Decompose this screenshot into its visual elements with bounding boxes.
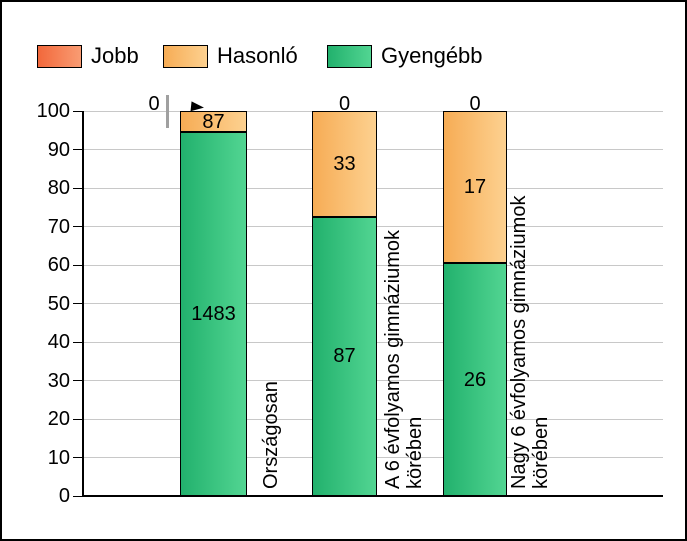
x-category-label: A 6 évfolyamos gimnáziumok körében — [382, 229, 426, 489]
y-axis-tick — [73, 380, 82, 381]
y-axis-tick — [73, 303, 82, 304]
y-axis-tick — [73, 149, 82, 150]
y-axis-tick-label: 100 — [36, 100, 70, 122]
bar-value-label: 33 — [333, 152, 356, 175]
y-axis-tick — [73, 264, 82, 266]
y-axis-tick — [73, 457, 82, 458]
zero-label-leader-line — [166, 95, 169, 128]
y-axis-tick — [73, 226, 82, 227]
legend-item-gyengébb: Gyengébb — [327, 44, 483, 68]
y-axis-tick-label: 80 — [47, 177, 70, 199]
legend-swatch-gyengébb — [327, 44, 372, 68]
legend-swatch-hasonló — [163, 44, 208, 68]
y-axis-line — [82, 111, 84, 496]
legend-swatch-jobb — [37, 44, 82, 68]
y-axis-tick-label: 10 — [47, 446, 70, 469]
bar-value-label: 1483 — [191, 303, 236, 326]
y-axis-tick — [73, 341, 82, 343]
y-axis-tick-label: 20 — [47, 408, 70, 430]
x-axis-line — [82, 495, 663, 497]
zero-value-label: 0 — [338, 93, 351, 115]
bar-segment-gyengébb — [443, 263, 507, 496]
y-axis-tick-label: 70 — [47, 215, 70, 238]
bar-segment-hasonló — [180, 111, 247, 133]
y-axis-tick — [73, 418, 82, 420]
y-axis-tick — [73, 495, 82, 497]
x-category-label: Nagy 6 évfolyamos gimnáziumok körében — [508, 195, 552, 489]
bar-segment-gyengébb — [312, 216, 377, 496]
bar-segment-hasonló — [312, 111, 377, 217]
legend-item-hasonló: Hasonló — [163, 44, 298, 68]
bar-value-label: 17 — [463, 176, 487, 199]
x-category-label: Országosan — [260, 381, 282, 489]
zero-label-leader-arrow-icon — [190, 101, 205, 113]
legend-label: Gyengébb — [381, 43, 483, 68]
y-axis-tick-label: 90 — [47, 138, 70, 161]
bar-value-label: 26 — [463, 368, 487, 391]
legend-label: Jobb — [91, 43, 139, 68]
y-axis-tick-label: 50 — [47, 292, 70, 315]
zero-value-label: 0 — [148, 93, 160, 115]
legend-item-jobb: Jobb — [37, 44, 139, 68]
y-axis-tick — [73, 187, 82, 189]
legend-label: Hasonló — [217, 43, 298, 68]
bar-segment-hasonló — [443, 111, 507, 264]
bar-value-label: 87 — [202, 110, 225, 133]
y-axis-tick-label: 40 — [47, 331, 70, 353]
zero-value-label: 0 — [469, 93, 481, 115]
bar-segment-gyengébb — [180, 132, 247, 496]
bar-value-label: 87 — [333, 345, 356, 368]
y-axis-tick — [73, 110, 82, 112]
y-axis-tick-label: 60 — [47, 254, 70, 276]
y-axis-tick-label: 0 — [58, 485, 70, 507]
y-axis-tick-label: 30 — [47, 369, 70, 392]
